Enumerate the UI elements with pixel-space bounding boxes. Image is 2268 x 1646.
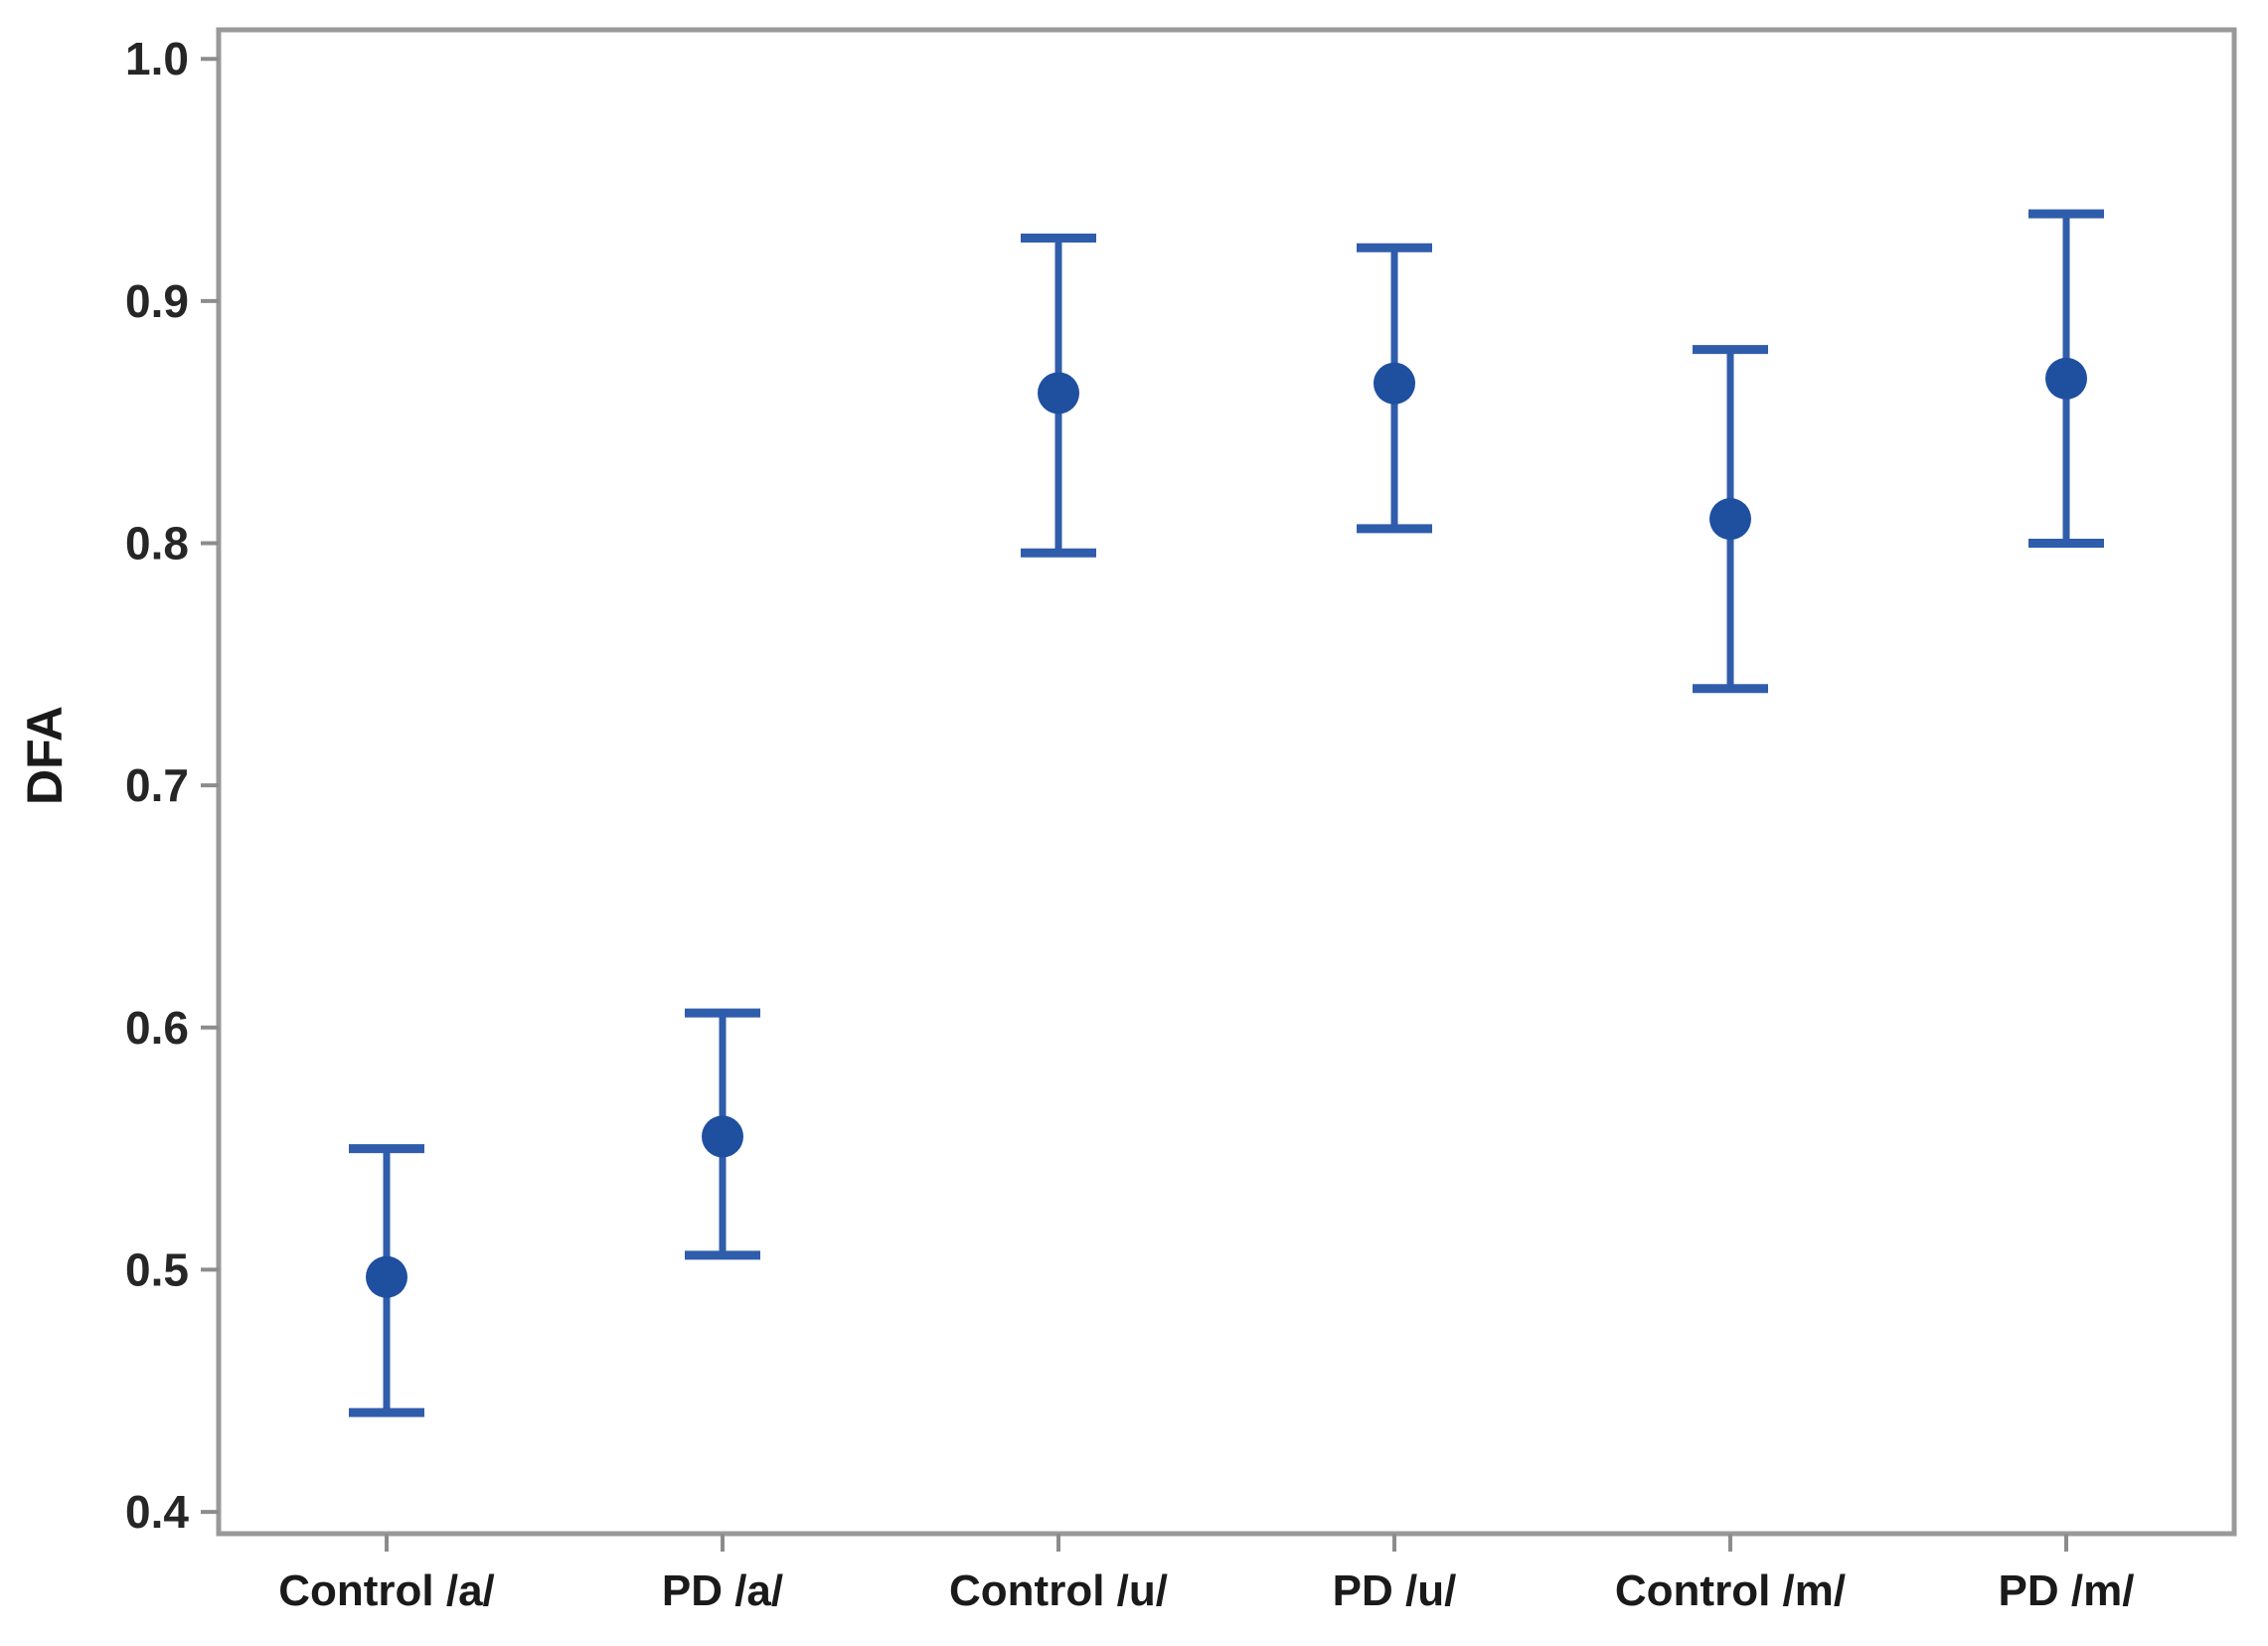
mean-point bbox=[1038, 372, 1079, 414]
plot-frame bbox=[216, 27, 2237, 1537]
y-tick-label: 0.8 bbox=[125, 518, 189, 570]
chart-content: 0.4 0.5 0.6 0.7 0.8 0.9 1.0 Control /a/PD /a/Co… bbox=[125, 33, 2134, 1615]
x-tick-label: PD /u/ bbox=[1333, 1566, 1457, 1615]
y-tick-label: 0.5 bbox=[125, 1243, 189, 1295]
y-tick-label: 0.4 bbox=[125, 1486, 189, 1538]
y-tick-label: 0.9 bbox=[125, 275, 189, 327]
x-tick-label: PD /m/ bbox=[1999, 1566, 2135, 1615]
mean-point bbox=[366, 1255, 407, 1298]
x-tick-label: Control /u/ bbox=[949, 1566, 1168, 1615]
y-tick-label: 0.7 bbox=[125, 759, 189, 811]
mean-point bbox=[2045, 357, 2087, 400]
x-tick-label: PD /a/ bbox=[662, 1566, 783, 1615]
mean-point bbox=[1709, 498, 1751, 541]
y-axis-title: DFA bbox=[17, 706, 73, 805]
x-tick-label: Control /m/ bbox=[1615, 1566, 1846, 1615]
x-tick-label: Control /a/ bbox=[278, 1566, 495, 1615]
mean-point bbox=[702, 1115, 743, 1158]
y-tick-label: 1.0 bbox=[125, 33, 189, 84]
y-tick-label: 0.6 bbox=[125, 1002, 189, 1054]
mean-point bbox=[1374, 362, 1415, 405]
